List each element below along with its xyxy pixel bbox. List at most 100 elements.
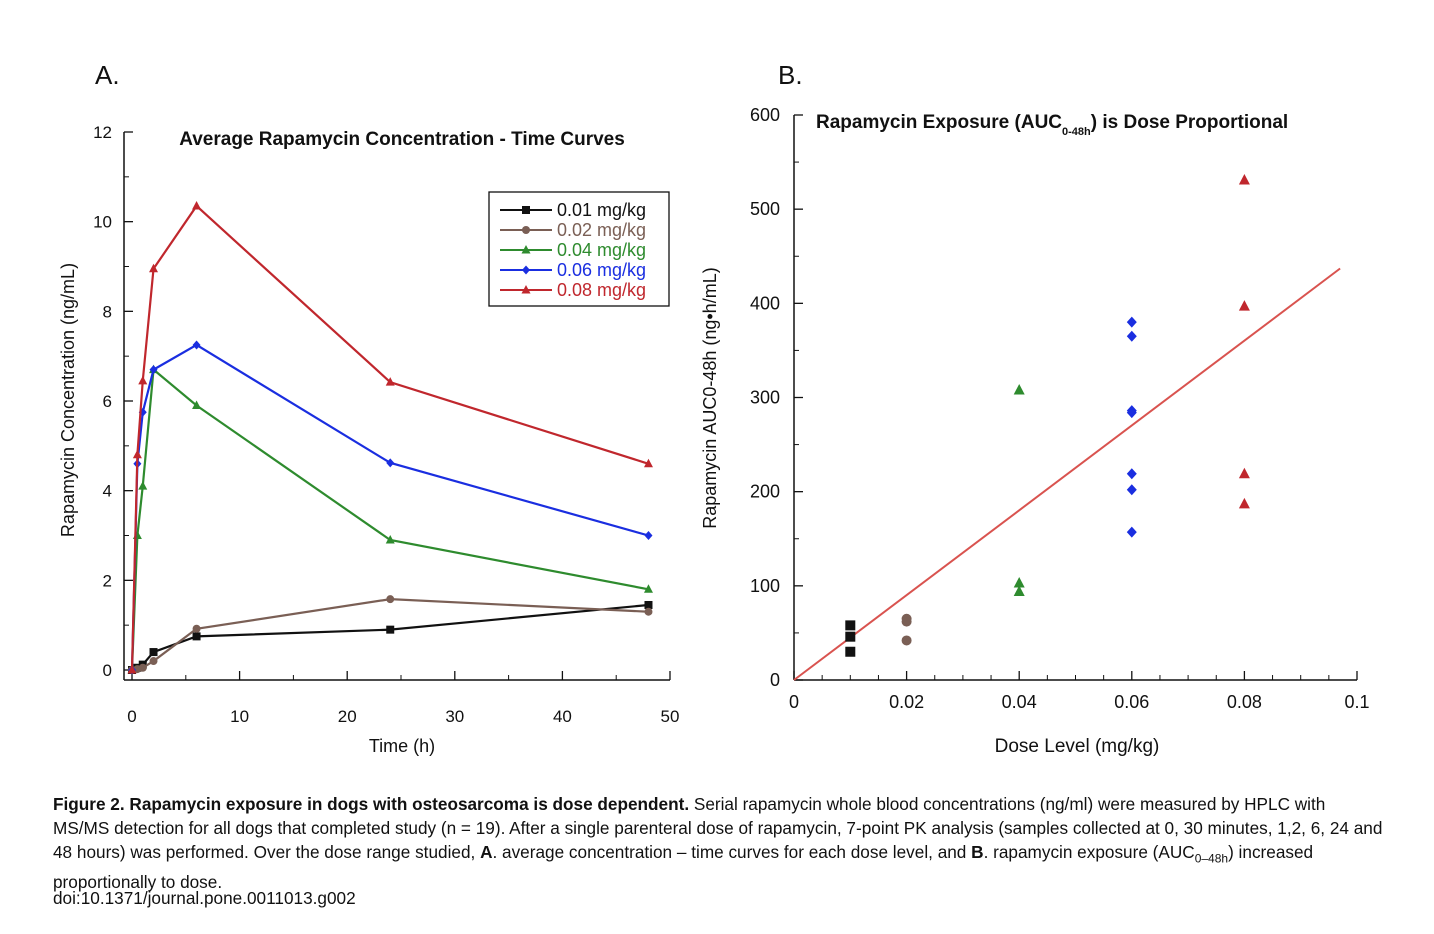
chart-b-title-subscript: 0-48h bbox=[1062, 126, 1091, 138]
data-point-1 bbox=[192, 632, 201, 641]
y-tick-label-b: 100 bbox=[750, 576, 780, 596]
series-line-1 bbox=[131, 603, 649, 672]
data-point-5 bbox=[643, 458, 653, 468]
data-point-1 bbox=[644, 600, 653, 609]
scatter-point-5 bbox=[1238, 173, 1250, 185]
data-point-4 bbox=[192, 340, 201, 350]
data-point-4 bbox=[149, 365, 158, 375]
scatter-point-1 bbox=[845, 646, 856, 657]
x-tick-label-a: 20 bbox=[338, 707, 357, 726]
y-tick-label-a: 2 bbox=[103, 571, 112, 590]
data-point-3 bbox=[385, 534, 395, 544]
legend-label-3: 0.04 mg/kg bbox=[557, 240, 646, 260]
data-point-1 bbox=[386, 625, 395, 634]
scatter-point-2 bbox=[901, 616, 912, 627]
x-tick-label-b: 0 bbox=[789, 692, 799, 712]
x-tick-label-b: 0.04 bbox=[1002, 692, 1037, 712]
y-axis-title-b: Rapamycin AUC0-48h (ng•h/mL) bbox=[700, 267, 720, 528]
data-point-4 bbox=[386, 458, 395, 468]
caption-doi: doi:10.1371/journal.pone.0011013.g002 bbox=[53, 888, 356, 908]
data-point-2 bbox=[386, 595, 395, 604]
y-tick-label-a: 0 bbox=[103, 661, 112, 680]
scatter-point-4 bbox=[1126, 316, 1137, 328]
legend-label-2: 0.02 mg/kg bbox=[557, 220, 646, 240]
scatter-point-4 bbox=[1126, 484, 1137, 496]
data-point-3 bbox=[138, 481, 148, 490]
legend-marker-1 bbox=[522, 206, 530, 214]
y-axis-title-a: Rapamycin Concentration (ng/mL) bbox=[58, 263, 78, 537]
chart-b-title-main: Rapamycin Exposure (AUC bbox=[816, 112, 1062, 133]
legend-label-4: 0.06 mg/kg bbox=[557, 260, 646, 280]
series-line-2 bbox=[131, 598, 649, 672]
scatter-point-4 bbox=[1126, 526, 1137, 538]
x-tick-label-a: 0 bbox=[127, 707, 136, 726]
y-tick-label-a: 8 bbox=[103, 302, 112, 321]
caption-subscript: 0–48h bbox=[1194, 851, 1229, 866]
x-axis-title-a: Time (h) bbox=[369, 736, 435, 756]
data-point-5 bbox=[149, 263, 159, 273]
y-tick-label-a: 12 bbox=[93, 123, 112, 142]
legend-label-1: 0.01 mg/kg bbox=[557, 200, 646, 220]
legend-label-5: 0.08 mg/kg bbox=[557, 280, 646, 300]
caption-text-2: . average concentration – time curves fo… bbox=[492, 842, 972, 862]
y-tick-label-b: 400 bbox=[750, 293, 780, 313]
figure-caption: Figure 2. Rapamycin exposure in dogs wit… bbox=[53, 792, 1383, 894]
chart-b-title: Rapamycin Exposure (AUC0-48h) is Dose Pr… bbox=[816, 112, 1288, 138]
series-line-4 bbox=[130, 343, 649, 671]
scatter-point-4 bbox=[1126, 468, 1137, 480]
scatter-point-3 bbox=[1013, 577, 1025, 588]
y-tick-label-b: 500 bbox=[750, 199, 780, 219]
data-point-5 bbox=[127, 665, 137, 674]
x-tick-label-a: 40 bbox=[553, 707, 572, 726]
x-tick-label-a: 50 bbox=[661, 707, 680, 726]
x-tick-label-b: 0.1 bbox=[1344, 692, 1369, 712]
scatter-point-4 bbox=[1126, 407, 1137, 419]
panel-b-label: B. bbox=[778, 60, 803, 90]
caption-title: Figure 2. Rapamycin exposure in dogs wit… bbox=[53, 794, 690, 814]
scatter-point-1 bbox=[845, 620, 856, 631]
scatter-point-5 bbox=[1238, 300, 1250, 311]
data-point-5 bbox=[385, 377, 395, 386]
legend-a: 0.01 mg/kg0.02 mg/kg0.04 mg/kg0.06 mg/kg… bbox=[488, 191, 670, 307]
y-tick-label-a: 6 bbox=[103, 392, 112, 411]
y-tick-label-b: 200 bbox=[750, 482, 780, 502]
chart-a-title: Average Rapamycin Concentration - Time C… bbox=[179, 129, 625, 150]
x-tick-label-b: 0.06 bbox=[1114, 692, 1149, 712]
scatter-point-3 bbox=[1013, 585, 1025, 596]
panel-a-label: A. bbox=[95, 60, 120, 90]
legend-marker-4 bbox=[522, 265, 530, 275]
scatter-point-1 bbox=[845, 631, 856, 642]
data-point-3 bbox=[643, 584, 653, 593]
x-tick-label-b: 0.02 bbox=[889, 692, 924, 712]
data-point-2 bbox=[192, 624, 201, 633]
data-point-2 bbox=[149, 657, 158, 666]
x-tick-label-a: 30 bbox=[445, 707, 464, 726]
x-tick-label-b: 0.08 bbox=[1227, 692, 1262, 712]
data-point-3 bbox=[192, 400, 202, 409]
legend-marker-3 bbox=[521, 245, 531, 254]
scatter-point-2 bbox=[901, 635, 912, 646]
x-tick-label-a: 10 bbox=[230, 707, 249, 726]
chart-a: 0 2 4 6 8 10 12 0 10 20 30 40 50 Average Rapamycin Co… bbox=[58, 123, 679, 756]
caption-text-1: Serial rapamycin whole blood concentrati… bbox=[53, 794, 1383, 862]
figure-charts: 0 2 4 6 8 10 12 0 10 20 30 40 50 Average Rapamycin Co… bbox=[58, 105, 1370, 757]
y-tick-label-b: 0 bbox=[770, 670, 780, 690]
caption-text-3: . rapamycin exposure (AUC bbox=[983, 842, 1195, 862]
data-point-5 bbox=[192, 200, 202, 210]
data-point-4 bbox=[644, 531, 653, 540]
scatter-point-5 bbox=[1238, 497, 1250, 509]
data-point-2 bbox=[644, 607, 653, 616]
y-tick-label-b: 300 bbox=[750, 388, 780, 408]
legend-marker-5 bbox=[521, 285, 531, 294]
scatter-point-3 bbox=[1013, 383, 1025, 395]
series-line-3 bbox=[130, 367, 649, 671]
scatter-point-5 bbox=[1238, 467, 1250, 479]
data-point-5 bbox=[132, 449, 142, 459]
y-tick-label-b: 600 bbox=[750, 105, 780, 125]
data-point-5 bbox=[138, 375, 148, 385]
caption-text-4: ) increased proportionally to dose. bbox=[53, 842, 1314, 893]
chart-b: 0 100 200 300 400 500 600 0 0.02 0.04 0.06 0.08 0.1 R… bbox=[700, 105, 1370, 757]
scatter-point-4 bbox=[1126, 330, 1137, 342]
caption-ref-a: A bbox=[480, 842, 493, 862]
fit-line-b bbox=[793, 267, 1341, 681]
